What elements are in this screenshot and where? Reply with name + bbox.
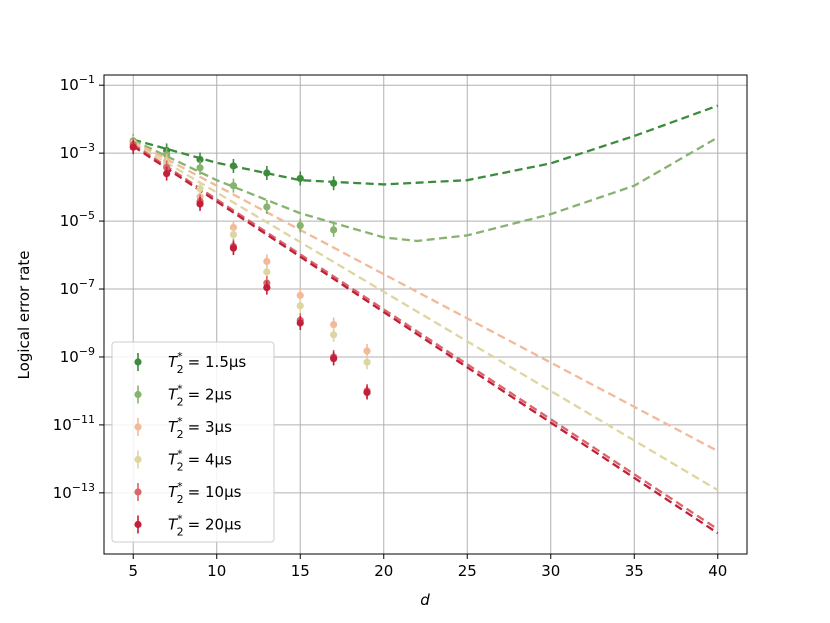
- x-tick-label: 15: [291, 562, 310, 580]
- data-point-series-1: [196, 164, 204, 172]
- x-axis-label: d: [420, 591, 430, 609]
- legend-label: T* 2 = 3μs: [168, 415, 232, 441]
- data-point-series-5: [296, 319, 304, 327]
- y-tick-label: 10−13: [53, 481, 95, 502]
- data-point-series-3: [363, 358, 371, 366]
- data-point-series-3: [330, 331, 338, 339]
- x-tick-label: 40: [708, 562, 727, 580]
- y-tick-label: 10−11: [53, 413, 95, 434]
- data-point-series-2: [363, 347, 371, 355]
- data-point-series-5: [129, 143, 137, 151]
- y-tick-label: 10−3: [60, 141, 95, 162]
- legend-label: T* 2 = 10μs: [168, 480, 242, 506]
- plot-frame: [103, 74, 748, 555]
- y-tick-label: 10−7: [60, 277, 95, 298]
- legend-marker: [134, 358, 142, 366]
- fit-line-series-4: [132, 143, 719, 531]
- data-point-series-3: [196, 185, 204, 193]
- legend-label: T* 2 = 1.5μs: [168, 350, 246, 376]
- data-point-series-5: [229, 244, 238, 252]
- x-tick-label: 25: [458, 562, 477, 580]
- data-point-series-0: [263, 169, 271, 177]
- y-tick-label: 10−5: [60, 209, 95, 230]
- data-point-series-0: [330, 179, 338, 187]
- data-points: [129, 133, 371, 400]
- legend-label: T* 2 = 4μs: [168, 448, 232, 474]
- fit-line-series-5: [132, 145, 719, 535]
- data-point-series-3: [229, 230, 238, 239]
- x-tick-label: 5: [128, 562, 138, 580]
- data-point-series-0: [196, 155, 204, 164]
- data-point-series-1: [263, 203, 271, 211]
- data-point-series-2: [229, 223, 238, 232]
- x-tick-label: 20: [374, 562, 393, 580]
- data-point-series-5: [263, 284, 271, 292]
- data-point-series-0: [296, 174, 304, 183]
- legend-marker: [134, 455, 142, 464]
- legend-label: T* 2 = 20μs: [168, 513, 242, 539]
- data-point-series-2: [263, 257, 271, 266]
- data-point-series-1: [330, 226, 338, 234]
- legend-box: [111, 341, 275, 543]
- x-axis-ticks: 5 10 15 20 25 30 35 40: [128, 554, 727, 580]
- y-tick-label: 10−1: [60, 73, 95, 94]
- data-point-series-1: [229, 182, 238, 190]
- data-point-series-1: [296, 221, 304, 230]
- data-point-series-5: [363, 388, 371, 397]
- legend-label: T* 2 = 2μs: [168, 383, 232, 409]
- y-axis-label: Logical error rate: [15, 251, 33, 380]
- data-point-series-5: [196, 200, 204, 208]
- legend: T* 2 = 1.5μs T* 2 = 2μs T* 2 = 3μs T* 2 = 4μs T* 2 = 1…: [111, 341, 275, 543]
- legend-marker: [134, 423, 142, 431]
- data-point-series-2: [296, 291, 304, 299]
- data-point-series-3: [296, 302, 304, 310]
- legend-marker: [134, 520, 142, 529]
- x-tick-label: 30: [541, 562, 560, 580]
- data-point-series-3: [263, 268, 271, 276]
- fit-line-series-3: [132, 141, 719, 492]
- data-point-series-5: [330, 354, 338, 363]
- data-point-series-5: [163, 169, 171, 178]
- legend-marker: [134, 390, 142, 399]
- data-point-series-0: [229, 162, 238, 170]
- y-axis-ticks: 10−13 10−11 10−9 10−7 10−5 10−3 10−1: [53, 73, 104, 502]
- fit-line-series-1: [132, 136, 719, 243]
- fit-line-series-2: [132, 140, 719, 453]
- x-tick-label: 35: [625, 562, 644, 580]
- x-tick-label: 10: [207, 562, 226, 580]
- y-tick-label: 10−9: [60, 345, 95, 366]
- legend-marker: [134, 488, 142, 496]
- data-point-series-2: [330, 320, 338, 329]
